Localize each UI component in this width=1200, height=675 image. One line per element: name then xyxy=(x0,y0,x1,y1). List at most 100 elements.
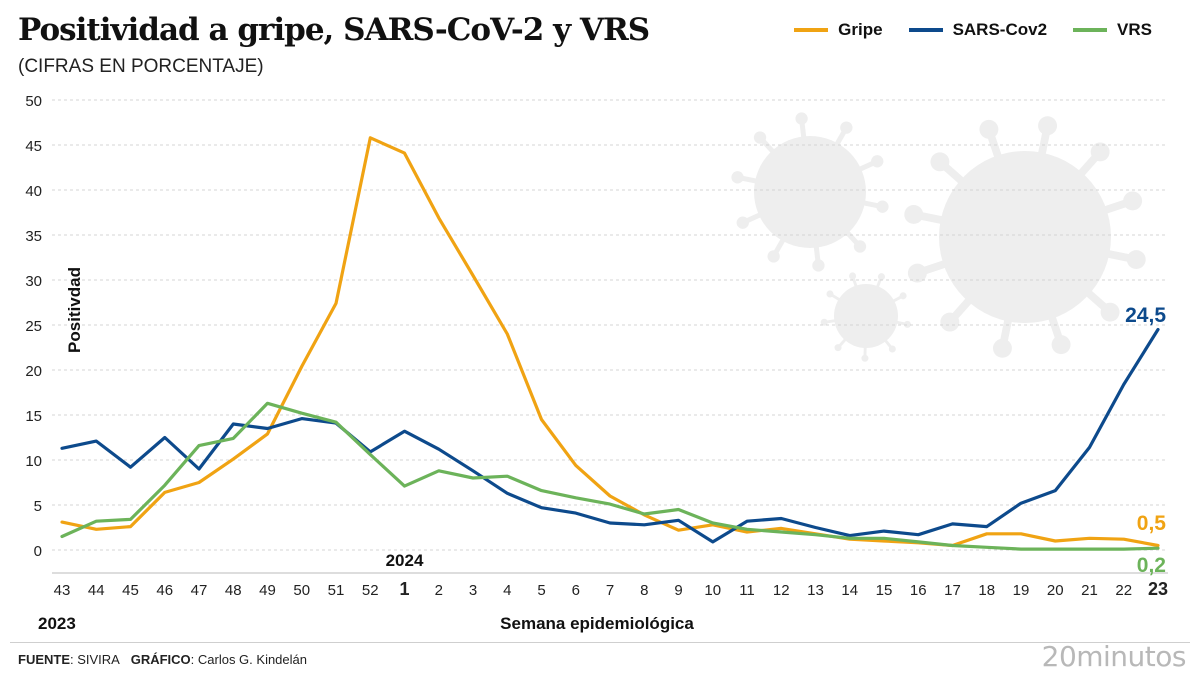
virus-spike-tip xyxy=(861,354,869,362)
virus-spike-tip xyxy=(767,250,780,263)
x-tick-label: 22 xyxy=(1115,582,1132,599)
virus-spike-tip xyxy=(826,290,834,298)
virus-body xyxy=(939,151,1111,323)
x-tick-label: 44 xyxy=(88,582,105,599)
end-label: 24,5 xyxy=(1125,304,1166,327)
x-tick-label: 46 xyxy=(156,582,173,599)
x-tick-label: 23 xyxy=(1148,579,1168,599)
virus-spike-tip xyxy=(899,292,907,300)
x-tick-label: 8 xyxy=(640,582,648,599)
legend-label-sars: SARS-Cov2 xyxy=(952,20,1048,39)
legend-label-vrs: VRS xyxy=(1117,20,1152,39)
x-tick-label: 13 xyxy=(807,582,824,599)
y-tick-label: 15 xyxy=(25,408,42,425)
end-label: 0,5 xyxy=(1137,512,1167,535)
x-tick-label: 48 xyxy=(225,582,242,599)
source-label: FUENTE xyxy=(18,652,70,667)
virus-spike-tip xyxy=(834,344,842,352)
virus-spike-tip xyxy=(1090,142,1110,162)
x-tick-label: 10 xyxy=(704,582,721,599)
virus-spike-tip xyxy=(820,318,828,326)
x-axis-label: Semana epidemiológica xyxy=(500,614,694,633)
series-line-gripe xyxy=(60,136,1160,548)
virus-icon xyxy=(820,272,911,362)
virus-spike-tip xyxy=(853,240,867,253)
x-tick-label: 12 xyxy=(773,582,790,599)
x-tick-label: 45 xyxy=(122,582,139,599)
y-tick-label: 10 xyxy=(25,453,42,470)
series-line-vrs xyxy=(60,401,1160,551)
virus-spike-tip xyxy=(940,312,960,332)
year-label: 2024 xyxy=(386,551,424,570)
virus-spike-tip xyxy=(888,345,896,353)
x-tick-label: 14 xyxy=(841,582,858,599)
x-tick-label: 4 xyxy=(503,582,511,599)
y-axis-label: Positivdad xyxy=(65,267,84,353)
chart-title: Positividad a gripe, SARS-CoV-2 y VRS xyxy=(18,12,650,48)
virus-spike-tip xyxy=(1123,191,1143,211)
y-axis-ticks: 0 5 10 15 20 25 30 35 40 45 50 xyxy=(25,93,42,560)
x-tick-label: 3 xyxy=(469,582,477,599)
y-tick-label: 5 xyxy=(34,498,42,515)
virus-spike-tip xyxy=(1100,302,1120,322)
x-tick-label: 51 xyxy=(328,582,345,599)
x-tick-label: 2 xyxy=(435,582,443,599)
end-label: 0,2 xyxy=(1137,554,1166,577)
footer-divider xyxy=(10,642,1190,643)
legend-swatch-sars xyxy=(908,28,943,32)
y-tick-label: 50 xyxy=(25,93,42,110)
year-label: 2023 xyxy=(38,614,76,633)
x-tick-label: 11 xyxy=(739,582,755,599)
x-tick-label: 21 xyxy=(1081,582,1098,599)
y-tick-label: 0 xyxy=(34,543,42,560)
y-tick-label: 25 xyxy=(25,318,42,335)
x-tick-label: 16 xyxy=(910,582,927,599)
virus-decoration xyxy=(731,112,1146,362)
legend-item-sars: SARS-Cov2 xyxy=(908,20,1048,40)
y-tick-label: 35 xyxy=(25,228,42,245)
virus-spike-tip xyxy=(1051,335,1071,355)
grid-lines xyxy=(52,99,1168,574)
y-tick-label: 20 xyxy=(25,363,42,380)
chart-subtitle: (CIFRAS EN PORCENTAJE) xyxy=(18,56,264,77)
virus-spike-tip xyxy=(877,273,885,281)
virus-spike-tip xyxy=(753,131,767,144)
x-tick-label: 18 xyxy=(978,582,995,599)
x-tick-label: 5 xyxy=(537,582,545,599)
end-labels: 0,5 24,5 0,2 xyxy=(1125,304,1166,577)
y-tick-label: 30 xyxy=(25,273,42,290)
brand-logo: 20minutos xyxy=(1041,640,1187,673)
virus-body xyxy=(834,284,898,348)
virus-spike-tip xyxy=(812,259,825,272)
chart-legend: Gripe SARS-Cov2 VRS xyxy=(794,20,1152,40)
virus-spike-tip xyxy=(795,112,808,125)
virus-spike-tip xyxy=(871,155,884,168)
x-tick-label: 43 xyxy=(54,582,71,599)
x-axis-ticks: 43 44 45 46 47 48 49 50 51 52 1 2 3 4 5 6 7 8 9 10 11 12 13 14 1… xyxy=(38,551,1168,633)
virus-spike-tip xyxy=(1126,250,1146,270)
x-tick-label: 20 xyxy=(1047,582,1064,599)
source-value: : SIVIRA xyxy=(70,652,120,667)
x-tick-label: 19 xyxy=(1013,582,1030,599)
virus-spike-tip xyxy=(849,272,857,280)
legend-item-vrs: VRS xyxy=(1073,20,1152,40)
graphic-label: GRÁFICO xyxy=(130,652,191,667)
x-tick-label: 49 xyxy=(259,582,276,599)
x-tick-label: 47 xyxy=(191,582,208,599)
graphic-value: : Carlos G. Kindelán xyxy=(190,652,307,667)
virus-spike-tip xyxy=(876,200,889,213)
virus-spike-tip xyxy=(930,152,950,172)
virus-spike-tip xyxy=(731,171,744,184)
virus-spike-tip xyxy=(736,216,749,229)
x-tick-label: 15 xyxy=(876,582,893,599)
x-tick-label: 7 xyxy=(606,582,614,599)
virus-body xyxy=(754,136,866,248)
legend-item-gripe: Gripe xyxy=(794,20,883,40)
legend-swatch-vrs xyxy=(1073,28,1108,32)
virus-spike-tip xyxy=(903,320,911,328)
virus-spike-tip xyxy=(840,121,853,134)
virus-icon xyxy=(731,112,889,272)
x-tick-label: 6 xyxy=(572,582,580,599)
x-tick-label: 17 xyxy=(944,582,961,599)
